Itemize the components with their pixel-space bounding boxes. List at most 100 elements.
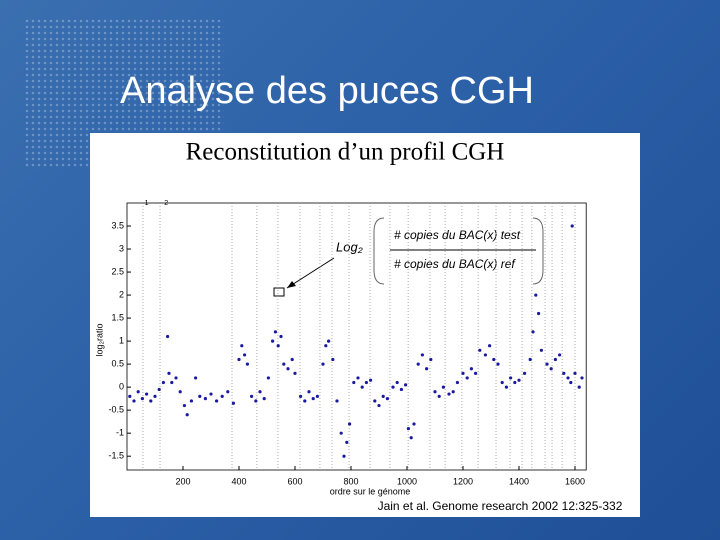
y-tick-label: 2	[119, 289, 124, 299]
data-point	[157, 387, 161, 392]
annotation-label: Log₂	[336, 239, 363, 254]
data-point	[509, 376, 513, 380]
y-tick-label: 2.5	[111, 266, 124, 276]
slide-title: Analyse des puces CGH	[120, 70, 534, 112]
data-point	[381, 394, 385, 398]
data-point	[290, 357, 294, 362]
chromosome-label: 2	[164, 200, 168, 207]
data-point	[237, 357, 241, 362]
data-point	[566, 376, 570, 380]
data-point	[409, 436, 413, 440]
chart-background	[90, 133, 640, 517]
data-point	[562, 371, 566, 375]
data-point	[279, 334, 283, 339]
data-point	[182, 403, 186, 408]
data-point	[420, 353, 424, 357]
data-point	[545, 362, 549, 366]
data-point	[178, 390, 182, 394]
x-axis-label: ordre sur le génome	[330, 486, 411, 496]
x-tick-label: 1000	[397, 476, 417, 486]
data-point	[149, 399, 153, 403]
data-point	[577, 385, 581, 389]
data-point	[303, 399, 307, 403]
data-point	[174, 376, 178, 380]
arrow	[286, 257, 335, 289]
data-point	[145, 392, 149, 396]
data-point	[166, 334, 170, 339]
data-point	[286, 367, 290, 371]
data-point	[167, 371, 171, 375]
data-point	[391, 385, 395, 389]
data-point	[425, 367, 429, 371]
data-point	[299, 394, 303, 398]
data-point	[276, 344, 280, 348]
data-point	[132, 399, 136, 403]
data-point	[185, 413, 189, 417]
data-point	[194, 376, 198, 380]
y-tick-label: -1	[116, 428, 124, 438]
data-point	[128, 394, 132, 398]
x-tick-label: 800	[343, 476, 358, 486]
x-tick-label: 400	[231, 476, 246, 486]
x-tick-label: 1200	[453, 476, 473, 486]
data-point	[433, 390, 437, 394]
x-tick-label: 600	[287, 476, 302, 486]
data-point	[369, 378, 373, 382]
data-point	[537, 311, 541, 316]
data-point	[478, 348, 482, 352]
data-point	[500, 380, 504, 385]
plot-area	[126, 202, 587, 471]
data-point	[404, 383, 408, 387]
data-point	[311, 397, 315, 401]
data-point	[220, 394, 224, 398]
data-point	[558, 353, 562, 357]
citation: Jain et al. Genome research 2002 12:325-…	[378, 499, 623, 513]
data-point	[488, 344, 492, 348]
data-point	[348, 422, 352, 426]
y-tick-label: 3.5	[111, 220, 124, 230]
data-point	[377, 403, 381, 408]
data-point	[364, 380, 368, 385]
data-point	[262, 397, 266, 401]
data-point	[342, 454, 346, 458]
data-point	[266, 376, 270, 380]
data-point	[465, 376, 469, 380]
data-point	[474, 371, 478, 375]
annotation-denominator: # copies du BAC(x) ref	[394, 257, 516, 271]
data-point	[293, 371, 297, 375]
data-point	[531, 330, 535, 334]
data-point	[534, 293, 538, 297]
x-tick-label: 200	[175, 476, 190, 486]
y-tick-label: 3	[119, 243, 124, 253]
data-point	[315, 394, 319, 398]
data-point	[321, 362, 325, 366]
data-point	[307, 390, 311, 394]
data-point	[539, 348, 544, 352]
data-point	[331, 357, 335, 362]
data-point	[258, 390, 262, 394]
data-point	[203, 397, 207, 401]
data-point	[395, 380, 399, 385]
data-point	[528, 357, 532, 362]
arrowhead	[287, 281, 296, 288]
data-point	[399, 387, 403, 392]
chromosome-label: 1	[145, 200, 149, 207]
data-point	[231, 401, 235, 405]
data-point	[250, 394, 254, 398]
data-point	[161, 380, 165, 385]
data-point	[335, 399, 339, 403]
x-tick-label: 1600	[565, 476, 585, 486]
data-point	[580, 376, 584, 380]
data-point	[573, 371, 577, 375]
data-point	[153, 394, 157, 398]
data-point	[240, 344, 244, 348]
data-point	[282, 362, 286, 366]
brace	[532, 217, 544, 285]
data-point	[189, 399, 193, 403]
data-point	[496, 362, 500, 366]
data-point	[492, 357, 496, 362]
data-point	[517, 378, 521, 382]
data-point	[504, 385, 508, 389]
y-tick-label: 1.5	[111, 312, 124, 322]
x-tick-label: 1400	[509, 476, 529, 486]
